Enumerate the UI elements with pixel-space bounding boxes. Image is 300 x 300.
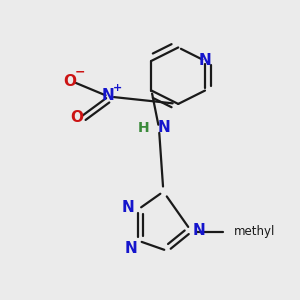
Text: N: N <box>199 53 212 68</box>
Text: H: H <box>138 121 149 135</box>
Text: O: O <box>71 110 84 125</box>
Text: N: N <box>121 200 134 215</box>
Text: N: N <box>102 88 115 103</box>
Text: N: N <box>193 223 206 238</box>
Text: N: N <box>158 120 171 135</box>
Text: −: − <box>75 65 86 78</box>
Text: N: N <box>124 241 137 256</box>
Text: methyl: methyl <box>234 225 275 238</box>
Text: +: + <box>113 82 122 93</box>
Text: O: O <box>63 74 76 89</box>
